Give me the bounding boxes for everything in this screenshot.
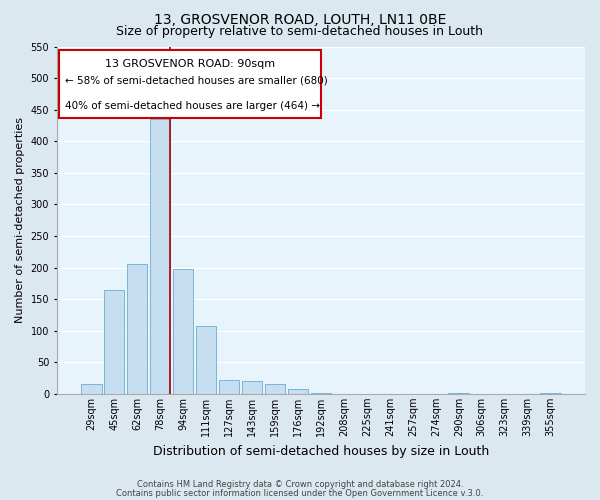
Bar <box>173 269 193 394</box>
Bar <box>127 264 148 394</box>
Bar <box>242 382 262 394</box>
Text: 13, GROSVENOR ROAD, LOUTH, LN11 0BE: 13, GROSVENOR ROAD, LOUTH, LN11 0BE <box>154 12 446 26</box>
Bar <box>265 384 285 394</box>
Text: 40% of semi-detached houses are larger (464) →: 40% of semi-detached houses are larger (… <box>65 100 320 110</box>
Text: Contains public sector information licensed under the Open Government Licence v.: Contains public sector information licen… <box>116 488 484 498</box>
Text: Contains HM Land Registry data © Crown copyright and database right 2024.: Contains HM Land Registry data © Crown c… <box>137 480 463 489</box>
Text: Size of property relative to semi-detached houses in Louth: Size of property relative to semi-detach… <box>116 25 484 38</box>
Bar <box>218 380 239 394</box>
Bar <box>104 290 124 394</box>
Bar <box>287 390 308 394</box>
Text: ← 58% of semi-detached houses are smaller (680): ← 58% of semi-detached houses are smalle… <box>65 76 328 86</box>
Text: 13 GROSVENOR ROAD: 90sqm: 13 GROSVENOR ROAD: 90sqm <box>105 58 275 68</box>
Bar <box>150 119 170 394</box>
FancyBboxPatch shape <box>59 50 321 117</box>
Y-axis label: Number of semi-detached properties: Number of semi-detached properties <box>15 117 25 323</box>
Bar <box>196 326 217 394</box>
X-axis label: Distribution of semi-detached houses by size in Louth: Distribution of semi-detached houses by … <box>153 444 489 458</box>
Bar <box>81 384 101 394</box>
